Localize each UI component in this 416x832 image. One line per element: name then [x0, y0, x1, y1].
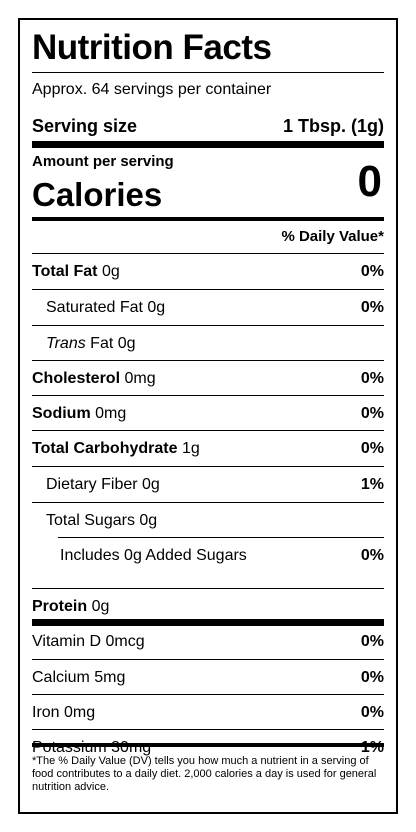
- amount-per-serving: Amount per serving: [32, 153, 174, 170]
- vitamin-name: Vitamin D: [32, 632, 102, 650]
- nutrient-name: Total Carbohydrate: [32, 439, 178, 457]
- thick-divider: [32, 141, 384, 148]
- nutrient-row-sodium: Sodium 0mg 0%: [32, 396, 384, 431]
- nutrient-row-protein: Protein 0g: [32, 589, 384, 624]
- vitamin-amount: 30mg: [111, 738, 152, 756]
- vitamin-dv: 0%: [360, 632, 384, 650]
- nutrient-amount: 0mg: [124, 369, 156, 387]
- nutrient-name: Dietary Fiber: [46, 475, 138, 493]
- nutrient-row-saturated-fat: Saturated Fat 0g 0%: [32, 290, 384, 325]
- nutrient-dv: 0%: [360, 546, 384, 564]
- nutrient-amount: 1g: [181, 439, 200, 457]
- nutrient-name: Saturated Fat: [46, 298, 143, 316]
- nutrient-amount: 0g: [147, 298, 166, 316]
- vitamin-dv: 0%: [360, 668, 384, 686]
- serving-size-value: 1 Tbsp. (1g): [282, 116, 384, 136]
- nutrient-dv: 0%: [360, 404, 384, 422]
- vitamin-row-iron: Iron 0mg 0%: [32, 695, 384, 730]
- nutrient-row-total-sugars: Total Sugars 0g: [32, 503, 384, 538]
- daily-value-header: % Daily Value*: [281, 228, 384, 245]
- nutrient-name: Total Sugars: [46, 511, 135, 529]
- calories-label: Calories: [32, 176, 163, 213]
- divider: [32, 253, 384, 254]
- label-title: Nutrition Facts: [32, 28, 272, 67]
- vitamin-row-vitamin-d: Vitamin D 0mcg 0%: [32, 624, 384, 659]
- nutrient-row-total-fat: Total Fat 0g 0%: [32, 254, 384, 289]
- nutrient-amount: 0mg: [95, 404, 127, 422]
- divider: [32, 588, 384, 589]
- divider: [32, 659, 384, 660]
- divider: [32, 72, 384, 73]
- vitamin-row-calcium: Calcium 5mg 0%: [32, 660, 384, 695]
- nutrient-dv: 0%: [360, 262, 384, 280]
- nutrient-dv: 1%: [360, 475, 384, 493]
- divider: [32, 466, 384, 467]
- divider: [32, 729, 384, 730]
- nutrient-name: Sodium: [32, 404, 91, 422]
- nutrient-amount: 0g: [117, 334, 136, 352]
- footnote: *The % Daily Value (DV) tells you how mu…: [32, 755, 377, 793]
- nutrient-row-trans-fat: Trans Fat 0g: [32, 326, 384, 361]
- nutrient-name: Trans: [46, 334, 86, 352]
- nutrient-row-dietary-fiber: Dietary Fiber 0g 1%: [32, 467, 384, 502]
- servings-per-container: Approx. 64 servings per container: [32, 81, 272, 98]
- nutrient-amount: 0g: [101, 262, 120, 280]
- medium-divider: [32, 217, 384, 221]
- calories-value: 0: [357, 157, 382, 206]
- vitamin-row-potassium: Potassium 30mg 1%: [32, 730, 384, 765]
- nutrient-dv: 0%: [360, 298, 384, 316]
- divider: [32, 502, 384, 503]
- divider: [32, 325, 384, 326]
- nutrient-name: Total Fat: [32, 262, 98, 280]
- vitamin-amount: 0mcg: [105, 632, 145, 650]
- thick-divider: [32, 619, 384, 626]
- serving-size-row: Serving size 1 Tbsp. (1g): [32, 115, 384, 137]
- vitamin-amount: 0mg: [64, 703, 96, 721]
- nutrient-row-total-carbohydrate: Total Carbohydrate 1g 0%: [32, 431, 384, 466]
- divider: [32, 694, 384, 695]
- vitamin-name: Iron: [32, 703, 60, 721]
- vitamin-amount: 5mg: [94, 668, 126, 686]
- divider: [58, 537, 384, 538]
- nutrient-name-suffix: Fat: [90, 334, 114, 352]
- nutrition-label: Nutrition Facts Approx. 64 servings per …: [18, 18, 398, 814]
- medium-divider: [32, 743, 384, 747]
- serving-size-label: Serving size: [32, 116, 138, 136]
- nutrient-row-added-sugars: Includes 0g Added Sugars 0%: [32, 538, 384, 573]
- nutrient-name: Includes 0g Added Sugars: [60, 546, 247, 564]
- divider: [32, 430, 384, 431]
- nutrient-dv: 0%: [360, 439, 384, 457]
- nutrient-amount: 0g: [139, 511, 158, 529]
- nutrient-dv: 0%: [360, 369, 384, 387]
- nutrient-name: Cholesterol: [32, 369, 121, 387]
- divider: [32, 289, 384, 290]
- divider: [32, 395, 384, 396]
- nutrient-amount: 0g: [142, 475, 160, 493]
- nutrient-row-cholesterol: Cholesterol 0mg 0%: [32, 361, 384, 396]
- nutrient-name: Protein: [32, 597, 88, 615]
- nutrient-amount: 0g: [91, 597, 110, 615]
- vitamin-name: Calcium: [32, 668, 90, 686]
- vitamin-name: Potassium: [32, 738, 107, 756]
- divider: [32, 360, 384, 361]
- vitamin-dv: 1%: [360, 738, 384, 756]
- vitamin-dv: 0%: [360, 703, 384, 721]
- nutrition-label-content: Nutrition Facts Approx. 64 servings per …: [32, 20, 384, 812]
